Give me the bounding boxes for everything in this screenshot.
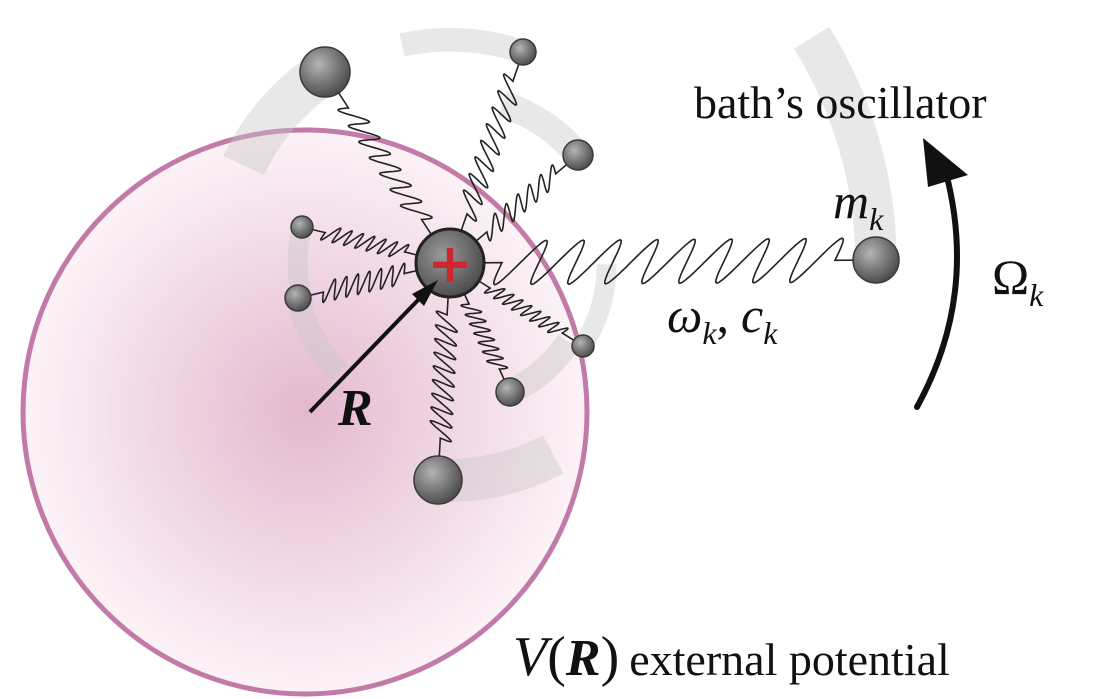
bath-particle: [290, 215, 314, 239]
comma: ,: [717, 287, 730, 343]
frequency-symbol: Ω: [992, 249, 1029, 305]
potential-symbol: V: [513, 626, 553, 688]
bath-particle: [299, 46, 351, 98]
motion-trail: [436, 435, 564, 502]
spring-parameters-label: ωk, ck: [667, 287, 778, 351]
mass-label: mk: [833, 173, 884, 237]
potential-label: V(R) external potential: [513, 626, 950, 688]
position-vector-arrow: [308, 280, 438, 414]
spring: [478, 280, 575, 341]
omega-subscript: k: [702, 315, 717, 351]
central-charged-particle: [414, 227, 486, 299]
bath-particle: [413, 455, 463, 505]
potential-text: external potential: [629, 634, 950, 685]
spring-group: [310, 64, 854, 457]
potential-argument: R: [565, 630, 601, 687]
potential-open-paren: (: [547, 626, 566, 688]
bath-particle: [509, 38, 537, 66]
c-symbol: c: [741, 287, 763, 343]
spring: [429, 296, 459, 457]
spring: [337, 92, 433, 236]
rotation-arrow: [914, 138, 968, 410]
bath-oscillator-label: bath’s oscillator: [694, 77, 987, 128]
mass-symbol: m: [833, 173, 869, 229]
motion-trail: [574, 264, 617, 352]
frequency-label: Ωk: [992, 249, 1044, 313]
bath-oscillator-mass: [852, 236, 900, 284]
motion-trail: [794, 26, 897, 261]
bath-particle: [284, 284, 312, 312]
spring: [460, 293, 509, 380]
external-potential-circle: [20, 127, 590, 697]
spring: [475, 164, 568, 242]
motion-trail: [399, 27, 527, 64]
motion-trail: [286, 295, 348, 381]
bath-particle: [562, 139, 594, 171]
position-label: R: [337, 380, 373, 437]
frequency-subscript: k: [1029, 277, 1044, 313]
bath-particle-group: [284, 38, 900, 505]
potential-close-paren: ): [601, 626, 620, 688]
main-spring: [483, 237, 854, 286]
c-subscript: k: [763, 315, 778, 351]
mass-subscript: k: [869, 201, 884, 237]
spring: [312, 227, 418, 258]
omega-symbol: ω: [667, 287, 702, 343]
spring: [310, 262, 418, 304]
bath-particle: [571, 334, 595, 358]
spring: [460, 64, 520, 232]
bath-particle: [495, 377, 525, 407]
